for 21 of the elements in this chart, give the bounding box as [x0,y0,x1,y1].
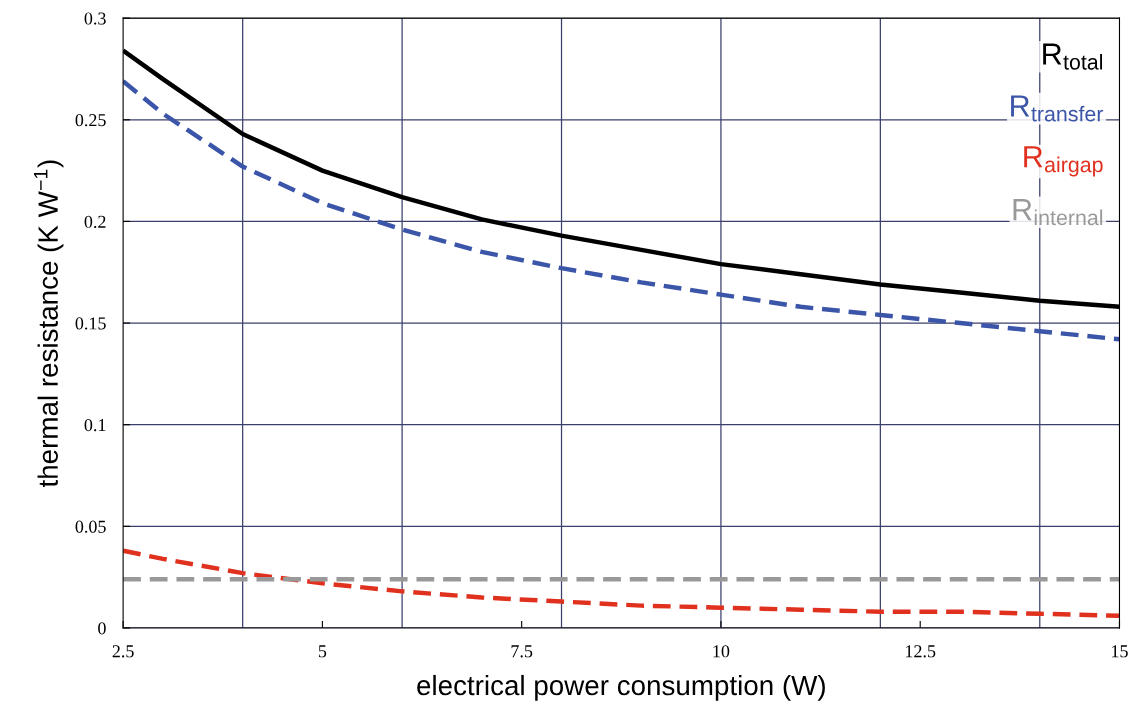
x-axis-title: electrical power consumption (W) [417,674,825,701]
line-series [123,78,1120,342]
y-tick-label: 0.3 [84,12,106,25]
text: R$_{total}$ [1043,43,1103,70]
y-tick-label: 0.1 [84,418,106,432]
y-axis-title: thermal resistance (K W$^{−1}$) [34,160,64,488]
x-tick-label: 10 [713,645,730,658]
y-tick-label: 0.15 [75,317,106,330]
x-tick-label: 15 [1112,645,1128,658]
x-tick-label: 12.5 [906,645,936,658]
text: R$_{internal}$ [1013,199,1103,226]
text: R$_{transfer}$ [1011,95,1104,122]
y-tick-label: 0 [98,622,106,635]
y-tick-label: 0.25 [75,114,106,127]
y-tick-label: 0.05 [75,520,106,533]
text: R$_{airgap}$ [1024,146,1103,177]
x-tick-label: 2.5 [112,645,134,658]
x-tick-label: 7.5 [511,645,533,658]
x-tick-label: 5 [318,645,327,658]
line-series [123,548,1120,619]
y-tick-label: 0.2 [84,215,106,228]
